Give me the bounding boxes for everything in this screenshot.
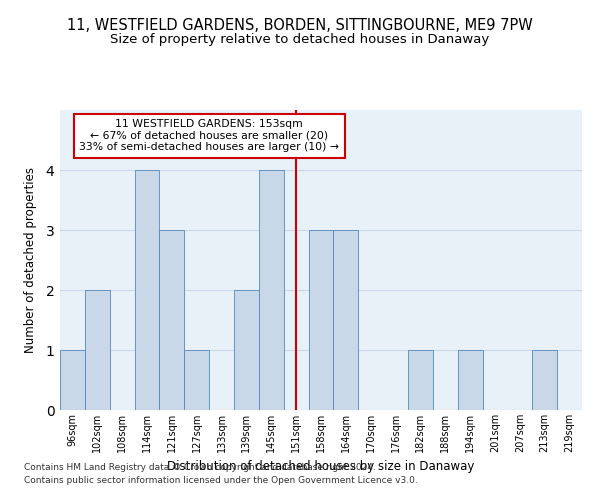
- Bar: [458, 350, 482, 410]
- Bar: [60, 350, 85, 410]
- Bar: [308, 230, 334, 410]
- Text: 11, WESTFIELD GARDENS, BORDEN, SITTINGBOURNE, ME9 7PW: 11, WESTFIELD GARDENS, BORDEN, SITTINGBO…: [67, 18, 533, 32]
- Bar: [259, 170, 284, 410]
- Bar: [334, 230, 358, 410]
- Bar: [184, 350, 209, 410]
- Bar: [134, 170, 160, 410]
- X-axis label: Distribution of detached houses by size in Danaway: Distribution of detached houses by size …: [167, 460, 475, 473]
- Bar: [160, 230, 184, 410]
- Bar: [85, 290, 110, 410]
- Bar: [532, 350, 557, 410]
- Text: Size of property relative to detached houses in Danaway: Size of property relative to detached ho…: [110, 32, 490, 46]
- Bar: [234, 290, 259, 410]
- Text: 11 WESTFIELD GARDENS: 153sqm
← 67% of detached houses are smaller (20)
33% of se: 11 WESTFIELD GARDENS: 153sqm ← 67% of de…: [79, 119, 339, 152]
- Y-axis label: Number of detached properties: Number of detached properties: [24, 167, 37, 353]
- Text: Contains public sector information licensed under the Open Government Licence v3: Contains public sector information licen…: [24, 476, 418, 485]
- Bar: [408, 350, 433, 410]
- Text: Contains HM Land Registry data © Crown copyright and database right 2024.: Contains HM Land Registry data © Crown c…: [24, 464, 376, 472]
